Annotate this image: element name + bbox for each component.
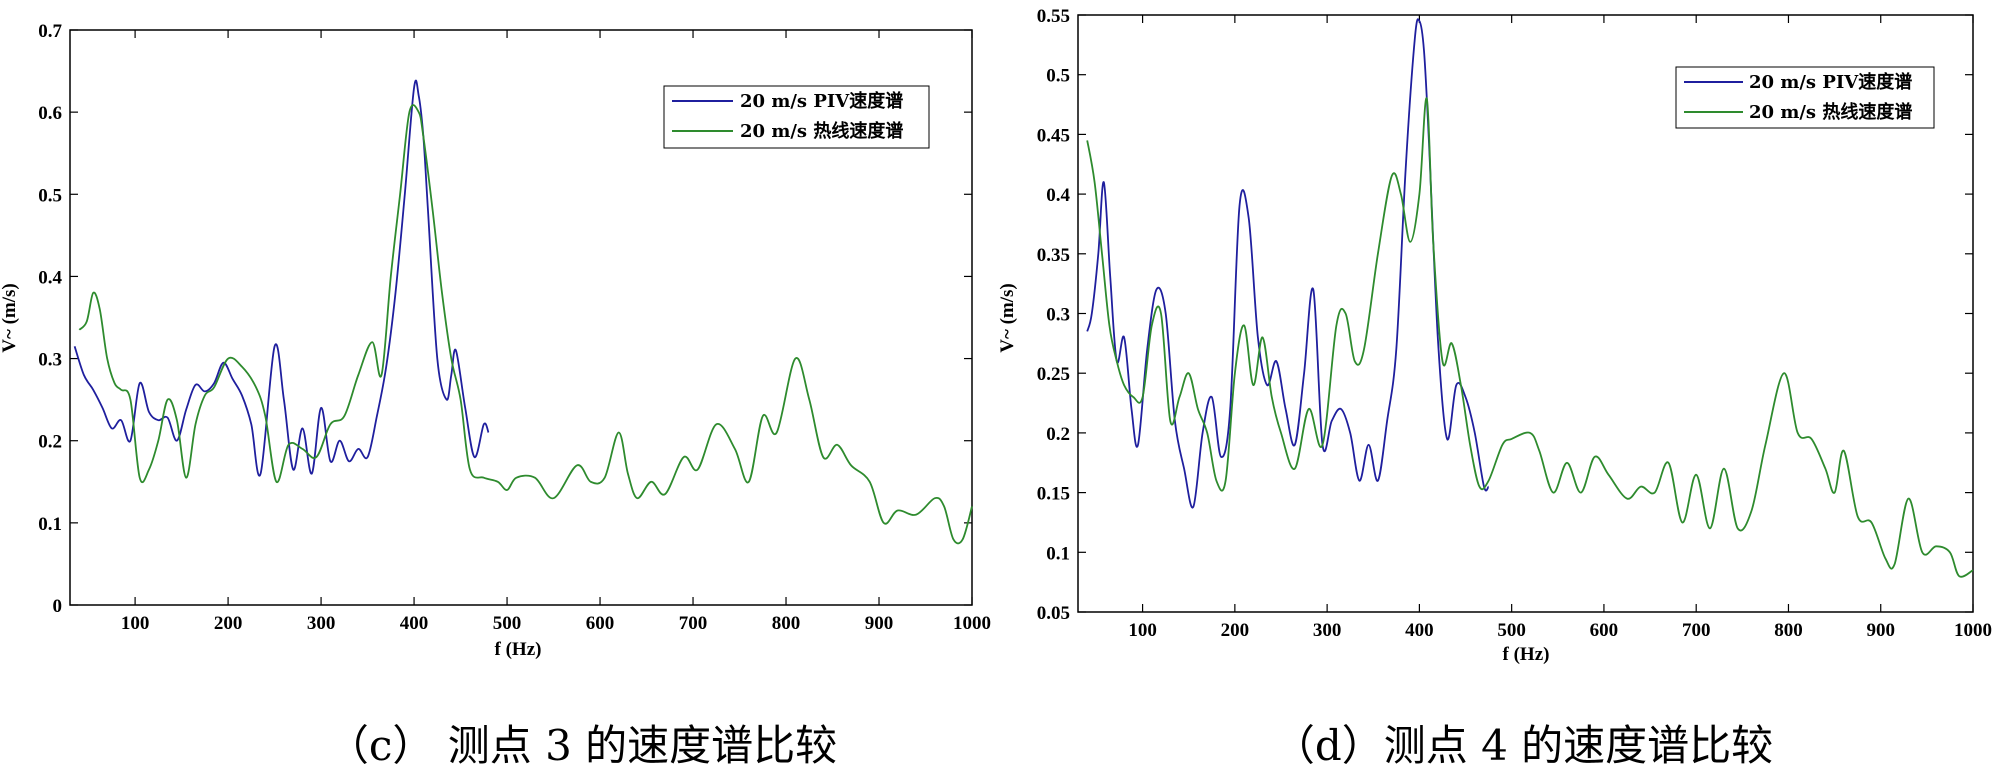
y-tick-label: 0.6 <box>38 103 62 124</box>
x-tick-label: 900 <box>865 613 894 634</box>
chart-c: 0 0.1 0.2 0.3 0.4 0.5 0.6 0.7 100 200 300 400 500 60… <box>0 21 991 770</box>
chart-d-legend-label-hotwire: 20 m/s 热线速度谱 <box>1749 101 1912 123</box>
y-tick-label: 0.3 <box>1046 305 1070 326</box>
series-line-piv <box>1086 18 1490 509</box>
chart-d-x-axis-label: f (Hz) <box>1503 644 1550 665</box>
y-tick-label: 0.3 <box>38 350 62 371</box>
y-tick-label: 0.05 <box>1037 603 1070 624</box>
x-tick-label: 500 <box>1497 620 1526 641</box>
x-tick-label: 900 <box>1866 620 1895 641</box>
y-tick-label: 0.1 <box>1046 543 1070 564</box>
y-tick-label: 0.55 <box>1037 6 1070 27</box>
x-tick-label: 1000 <box>953 613 991 634</box>
chart-c-yticks: 0 0.1 0.2 0.3 0.4 0.5 0.6 0.7 <box>38 21 972 617</box>
x-tick-label: 100 <box>1128 620 1157 641</box>
x-tick-label: 800 <box>1774 620 1803 641</box>
chart-c-legend-label-piv: 20 m/s PIV速度谱 <box>740 90 903 112</box>
series-line-piv <box>73 79 490 477</box>
chart-c-caption: （c） 测点 3 的速度谱比较 <box>327 721 837 770</box>
y-tick-label: 0.2 <box>38 432 62 453</box>
chart-c-x-axis-label: f (Hz) <box>495 639 542 660</box>
chart-c-y-axis-label: V~ (m/s) <box>0 283 20 353</box>
chart-d-legend-box <box>1675 66 1935 129</box>
chart-d-yticks: 0.05 0.1 0.15 0.2 0.25 0.3 0.35 0.4 0.45 0.5 0.55 <box>1037 6 1973 624</box>
y-tick-label: 0.15 <box>1037 484 1070 505</box>
chart-d: 0.050.10.150.20.250.30.350.40.450.50.55 … <box>997 6 1992 770</box>
x-tick-label: 300 <box>307 613 336 634</box>
chart-c-legend-box <box>663 85 930 149</box>
x-tick-label: 600 <box>586 613 615 634</box>
y-tick-label: 0.4 <box>38 267 62 288</box>
chart-c-series <box>73 79 973 545</box>
chart-c-legend: 20 m/s PIV速度谱 20 m/s 热线速度谱 <box>663 85 930 149</box>
y-tick-label: 0.1 <box>38 514 62 535</box>
y-tick-label: 0.25 <box>1037 364 1070 385</box>
y-tick-label: 0.5 <box>38 185 62 206</box>
x-tick-label: 600 <box>1590 620 1619 641</box>
y-tick-label: 0.2 <box>1046 424 1070 445</box>
y-tick-label: 0.4 <box>1046 185 1070 206</box>
y-tick-label: 0.35 <box>1037 245 1070 266</box>
chart-d-legend-label-piv: 20 m/s PIV速度谱 <box>1749 71 1912 93</box>
x-tick-label: 200 <box>1221 620 1250 641</box>
x-tick-label: 1000 <box>1954 620 1992 641</box>
x-tick-label: 100 <box>121 613 150 634</box>
x-tick-label: 200 <box>214 613 243 634</box>
x-tick-label: 500 <box>493 613 522 634</box>
x-tick-label: 400 <box>1405 620 1434 641</box>
y-tick-label: 0.5 <box>1046 66 1070 87</box>
chart-d-y-axis-label: V~ (m/s) <box>997 283 1018 353</box>
x-tick-label: 700 <box>679 613 708 634</box>
chart-d-series <box>1086 18 1974 578</box>
x-tick-label: 700 <box>1682 620 1711 641</box>
y-tick-label: 0 <box>53 596 63 617</box>
chart-c-legend-label-hotwire: 20 m/s 热线速度谱 <box>740 120 903 142</box>
chart-d-caption: （d）测点 4 的速度谱比较 <box>1273 721 1773 770</box>
x-tick-label: 400 <box>400 613 429 634</box>
x-tick-label: 800 <box>772 613 801 634</box>
chart-c-xticks: 100 200 300 400 500 600 700 800 900 1000 <box>121 30 991 634</box>
y-tick-label: 0.7 <box>38 21 62 42</box>
series-line-hotwire <box>78 104 973 545</box>
chart-d-xticks: 100 200 300 400 500 600 700 800 900 1000 <box>1128 15 1992 641</box>
y-tick-label: 0.45 <box>1037 125 1070 146</box>
series-line-hotwire <box>1086 97 1974 578</box>
x-tick-label: 300 <box>1313 620 1342 641</box>
chart-d-legend: 20 m/s PIV速度谱 20 m/s 热线速度谱 <box>1675 66 1935 129</box>
